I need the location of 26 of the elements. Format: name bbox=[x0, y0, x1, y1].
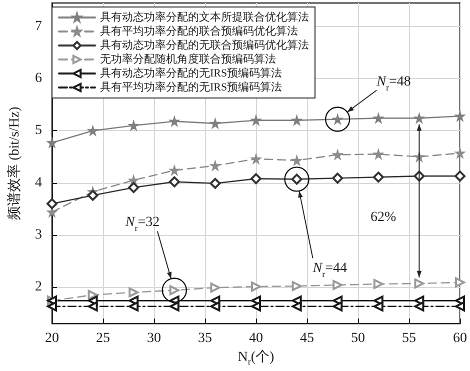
x-tick-label: 40 bbox=[249, 331, 263, 346]
annotation: N$_{r}$=48 bbox=[376, 74, 411, 92]
annotation: 62% bbox=[370, 210, 397, 225]
y-axis-title: 频谱效率 (bit/s/Hz) bbox=[6, 106, 22, 220]
legend-label: 具有动态功率分配的无联合预编码优化算法 bbox=[100, 38, 309, 52]
x-tick-label: 25 bbox=[96, 331, 110, 346]
legend-label: 具有平均功率分配的无IRS预编码算法 bbox=[100, 80, 282, 94]
y-tick-label: 5 bbox=[35, 123, 42, 138]
legend-label: 具有动态功率分配的文本所提联合优化算法 bbox=[100, 10, 309, 24]
annotation: N$_{r}$=32 bbox=[124, 215, 160, 234]
y-tick-label: 3 bbox=[35, 227, 42, 242]
x-tick-label: 55 bbox=[402, 331, 416, 346]
y-tick-label: 2 bbox=[35, 280, 42, 295]
x-tick-label: 20 bbox=[45, 331, 59, 346]
x-tick-label: 45 bbox=[300, 331, 314, 346]
legend-label: 具有平均功率分配的联合预编码优化算法 bbox=[100, 24, 298, 38]
x-tick-label: 30 bbox=[147, 331, 161, 346]
x-tick-label: 60 bbox=[453, 331, 467, 346]
legend-label: 无功率分配随机角度联合预编码算法 bbox=[100, 52, 276, 66]
legend-label: 具有动态功率分配的无IRS预编码算法 bbox=[100, 66, 282, 80]
x-tick-label: 50 bbox=[351, 331, 365, 346]
y-tick-label: 7 bbox=[35, 18, 42, 34]
annotation: N$_{r}$=44 bbox=[312, 261, 348, 280]
y-tick-label: 6 bbox=[35, 71, 42, 86]
x-tick-label: 35 bbox=[198, 331, 212, 346]
y-tick-label: 4 bbox=[35, 175, 42, 190]
